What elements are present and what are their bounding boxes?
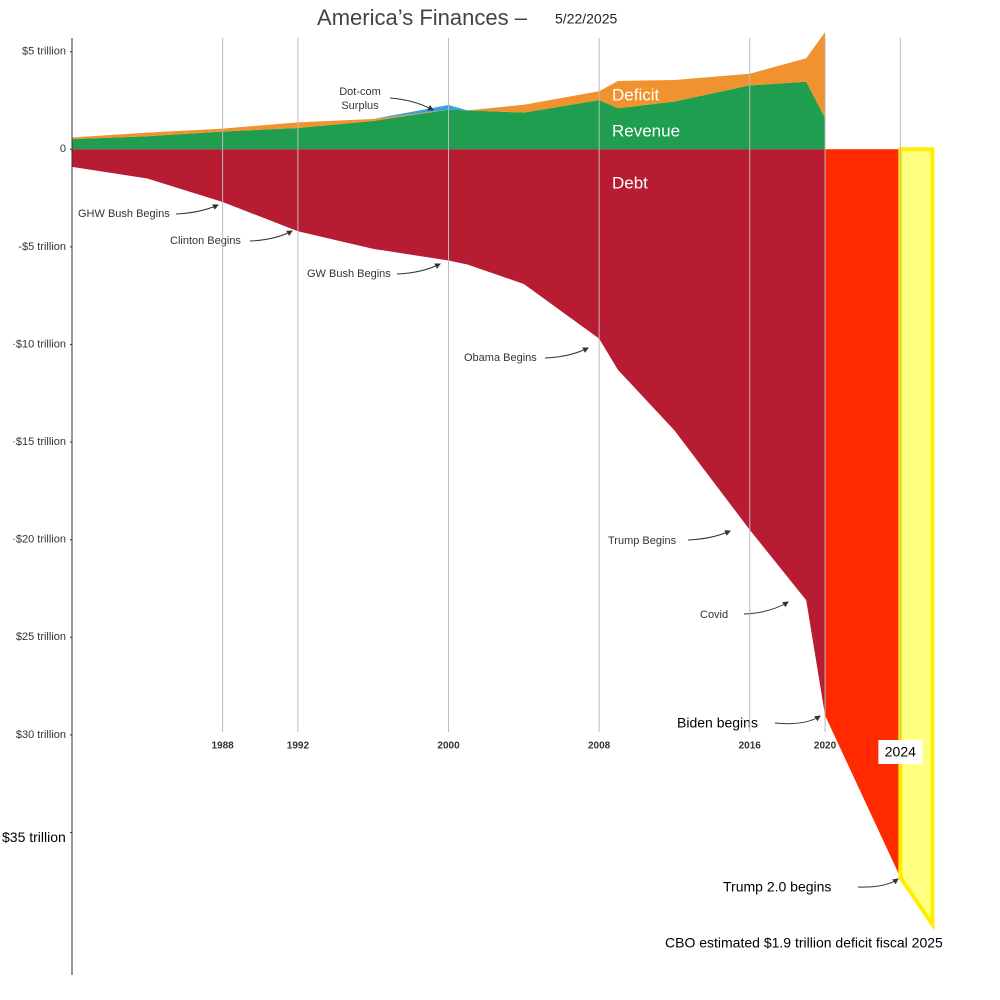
y-tick-label: $25 trillion <box>16 631 66 643</box>
annotation: GHW Bush Begins <box>78 208 170 220</box>
y-tick-label: -$5 trillion <box>18 241 66 253</box>
area <box>898 147 935 931</box>
chart-title: America’s Finances – <box>317 5 528 30</box>
annotation: Covid <box>700 609 728 621</box>
annotation: Trump Begins <box>608 535 677 547</box>
y-tick-label: 0 <box>60 143 66 155</box>
plot-area <box>72 32 935 931</box>
arrow <box>774 715 821 725</box>
x-tick-label: 1992 <box>287 741 310 752</box>
annotation: CBO estimated $1.9 trillion deficit fisc… <box>665 935 943 951</box>
x-tick-label: 2020 <box>814 741 837 752</box>
arrow <box>396 263 441 275</box>
annotations: Dot-com Surplus GHW Bush Begins Clinton … <box>78 86 943 951</box>
annotation: GW Bush Begins <box>307 268 391 280</box>
y-tick-label: ·$20 trillion <box>12 534 66 546</box>
series-label: Deficit <box>612 85 660 104</box>
y-tick-label: ·$15 trillion <box>12 436 66 448</box>
annotation: Surplus <box>341 100 379 112</box>
x-tick-label: 2008 <box>588 741 611 752</box>
arrow <box>389 97 434 111</box>
x-tick-label: 2000 <box>437 741 460 752</box>
arrow <box>175 204 219 215</box>
y-tick-label: $35 trillion <box>2 829 66 845</box>
area <box>72 32 826 140</box>
annotation: Clinton Begins <box>170 235 241 247</box>
arrow <box>857 878 899 888</box>
tick-label-box <box>878 740 923 764</box>
x-tick-label: 2024 <box>885 744 916 760</box>
area <box>825 149 901 878</box>
annotation: Trump 2.0 begins <box>723 879 831 895</box>
chart-subtitle: 5/22/2025 <box>555 11 617 27</box>
y-tick-label: ·$10 trillion <box>12 338 66 350</box>
series-label: Revenue <box>612 121 680 140</box>
area <box>72 149 826 716</box>
y-tick-label: $5 trillion <box>22 46 66 58</box>
arrow <box>687 530 731 541</box>
arrow <box>249 230 293 242</box>
annotation: Biden begins <box>677 715 758 731</box>
arrow <box>743 601 789 615</box>
arrow <box>544 347 589 359</box>
x-tick-label: 1988 <box>211 741 234 752</box>
series-label: Debt <box>612 173 648 192</box>
annotation: Obama Begins <box>464 352 537 364</box>
annotation: Dot-com <box>339 86 381 98</box>
x-tick-label: 2016 <box>739 741 762 752</box>
y-tick-label: $30 trillion <box>16 729 66 741</box>
